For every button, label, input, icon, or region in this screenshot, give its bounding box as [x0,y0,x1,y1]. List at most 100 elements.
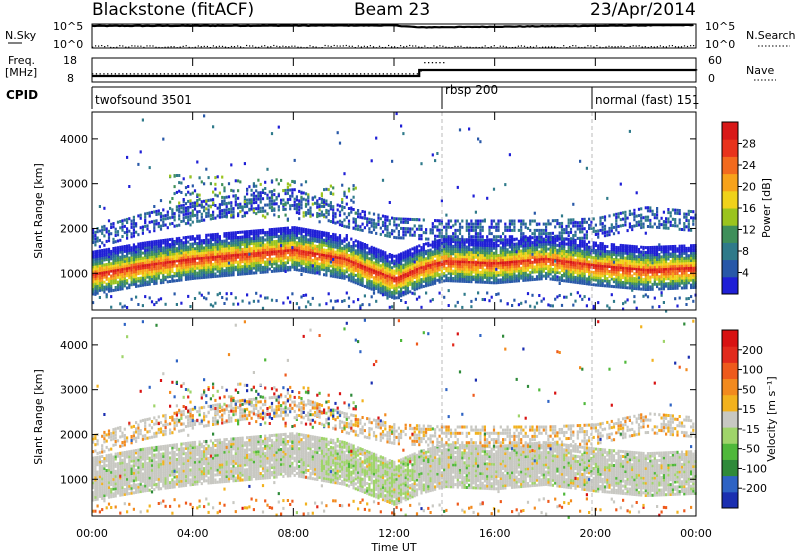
power-cell [92,250,95,254]
power-cell [347,207,351,210]
power-cell [92,263,95,266]
power-cell [137,264,140,268]
power-cell [318,245,321,249]
power-cell [513,274,516,278]
nsearch-point [629,45,631,48]
power-cell [431,228,434,232]
power-cell [212,125,215,129]
power-cell [264,263,267,267]
power-cell [309,228,312,232]
power-cell [429,253,432,257]
power-cell [291,236,294,239]
power-cell [286,231,289,235]
power-cell [506,240,509,244]
power-cell [533,253,536,257]
power-cell [343,259,346,263]
power-cell [524,263,527,267]
power-cell [209,213,212,217]
power-cell [332,306,335,310]
power-cell [468,280,471,284]
power-cell [144,212,147,216]
power-cell [116,239,120,243]
power-cell [431,225,434,229]
power-cell [438,228,441,232]
power-cell [298,239,301,243]
power-cell [533,240,536,244]
power-cell [298,241,301,245]
power-cell [508,280,511,284]
power-cell [320,255,323,259]
nave-point [597,69,600,71]
power-cell [388,292,391,296]
power-cell [189,235,192,239]
power-cell [266,270,269,274]
power-cell [477,268,480,272]
power-cell [126,249,129,253]
power-cell [237,245,240,249]
power-cell [456,252,459,256]
power-cell [361,222,364,226]
power-cell [280,232,283,236]
power-cell [465,280,468,283]
nave-point [178,73,181,75]
power-cell [397,292,400,296]
power-cell [309,246,312,250]
nave-point [273,73,275,75]
power-cell [327,261,330,265]
power-cell [354,261,357,265]
nave-point [344,73,347,75]
power-cell [325,244,328,247]
power-cell [223,214,226,218]
power-cell [221,262,224,265]
power-cell [304,305,308,309]
nsearch-point [215,46,217,48]
power-cell [472,194,475,198]
power-cell [266,212,269,216]
power-cell [325,248,328,252]
power-cell [289,251,292,254]
power-cell [184,222,188,226]
power-cell [196,195,199,198]
power-cell [155,252,158,256]
power-cell [372,283,376,287]
power-cell [105,267,108,271]
power-cell [155,239,158,243]
freq-label-line2: [MHz] [5,66,37,79]
power-cell [146,265,149,269]
power-cell [273,240,276,244]
power-cell [357,250,360,254]
power-cell [402,268,405,272]
power-cell [234,253,237,257]
power-cell [94,267,97,271]
power-cell [268,252,271,256]
power-cell [193,207,197,211]
power-cell [483,271,486,274]
power-cell [116,285,120,289]
power-cell [368,279,371,283]
power-cell [307,260,310,264]
power-cell [300,247,303,250]
power-cell [130,225,133,229]
power-cell [352,195,355,199]
power-cell [377,285,380,289]
power-cell [504,273,507,277]
power-cell [388,290,391,293]
power-cell [497,266,500,270]
power-cell [483,253,486,257]
power-cell [150,272,154,276]
power-cell [372,251,376,255]
power-cell [406,249,409,253]
power-cell [472,260,475,264]
power-cell [230,256,233,260]
power-cell [237,238,240,242]
power-cell [384,285,387,289]
power-cell [343,254,346,258]
nsearch-point [212,45,214,47]
power-cell [193,257,197,260]
power-cell [529,248,532,252]
power-cell [413,251,416,255]
power-cell [230,231,233,235]
power-cell [198,236,201,240]
power-cell [434,259,437,263]
power-cell [368,271,371,275]
